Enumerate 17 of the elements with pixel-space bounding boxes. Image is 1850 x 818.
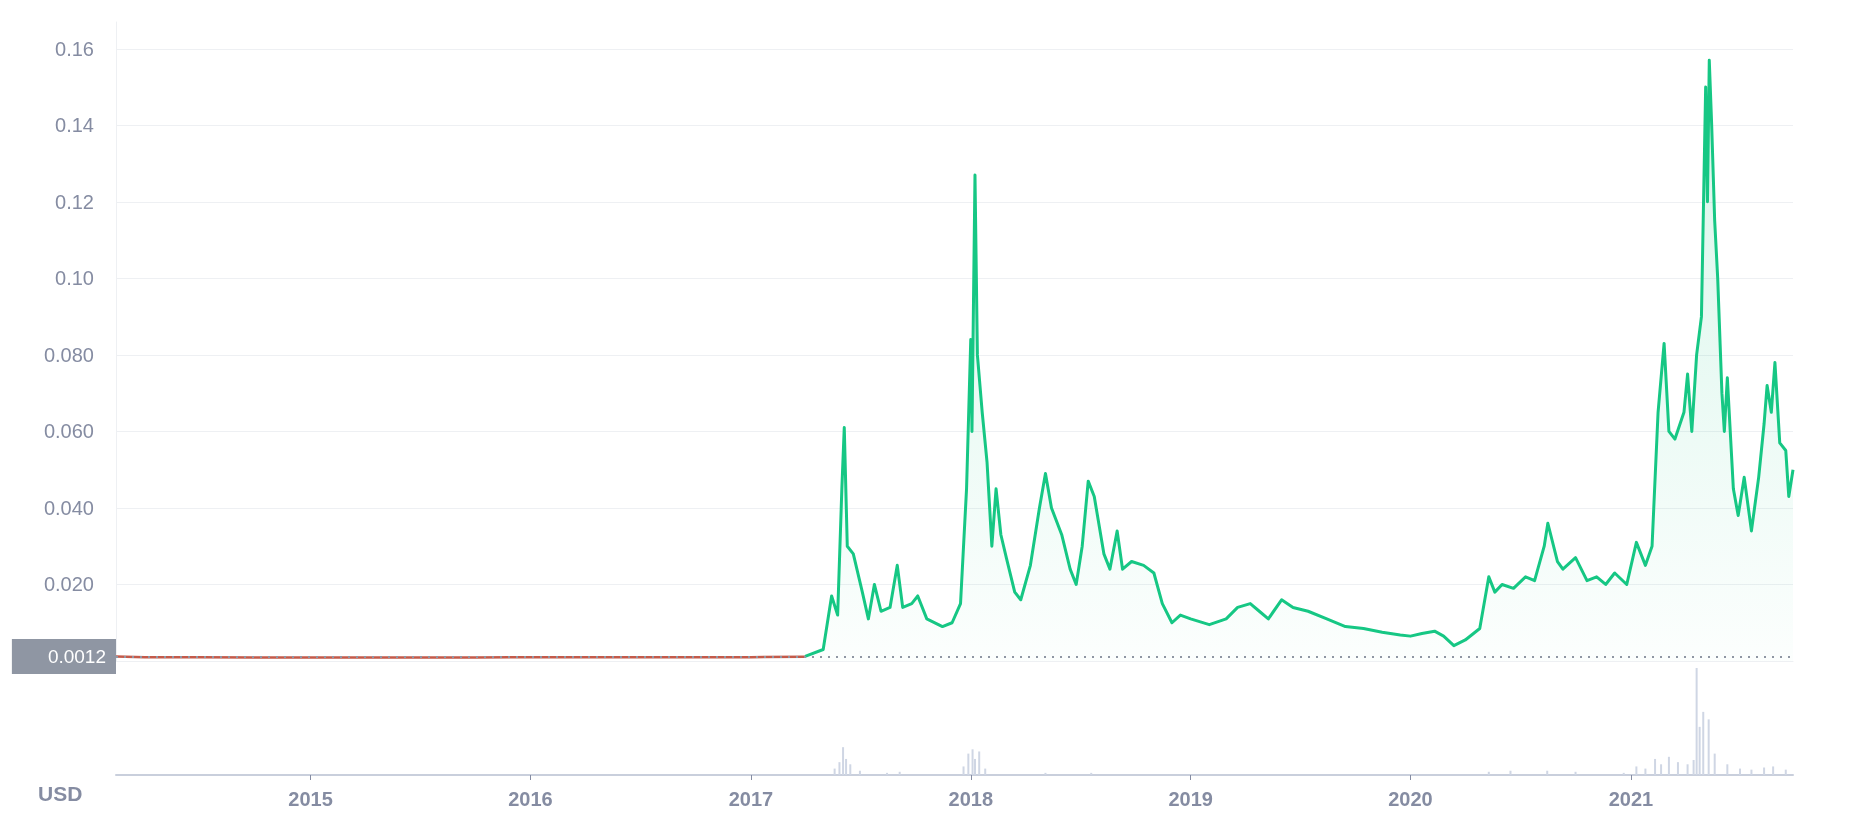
y-tick-label: 0.10 xyxy=(55,267,94,290)
x-tick-label: 2015 xyxy=(288,788,333,810)
y-tick-label: 0.060 xyxy=(43,420,94,443)
x-tick-label: 2019 xyxy=(1168,788,1213,810)
x-tick-label: 2021 xyxy=(1608,788,1654,810)
x-tick-label: 2020 xyxy=(1388,788,1433,810)
y-tick-label: 0.080 xyxy=(43,343,94,366)
x-tick-label: 2016 xyxy=(508,788,553,810)
y-tick-label: 0.020 xyxy=(43,573,94,596)
ref-line-label: 0.0012 xyxy=(47,645,106,667)
y-tick-label: 0.040 xyxy=(43,496,94,519)
y-tick-label: 0.14 xyxy=(55,114,94,137)
y-tick-label: 0.12 xyxy=(55,190,94,213)
y-axis-title: USD xyxy=(38,782,83,805)
x-tick-label: 2018 xyxy=(948,788,994,810)
x-tick-label: 2017 xyxy=(728,788,774,810)
y-tick-label: 0.16 xyxy=(55,37,94,60)
